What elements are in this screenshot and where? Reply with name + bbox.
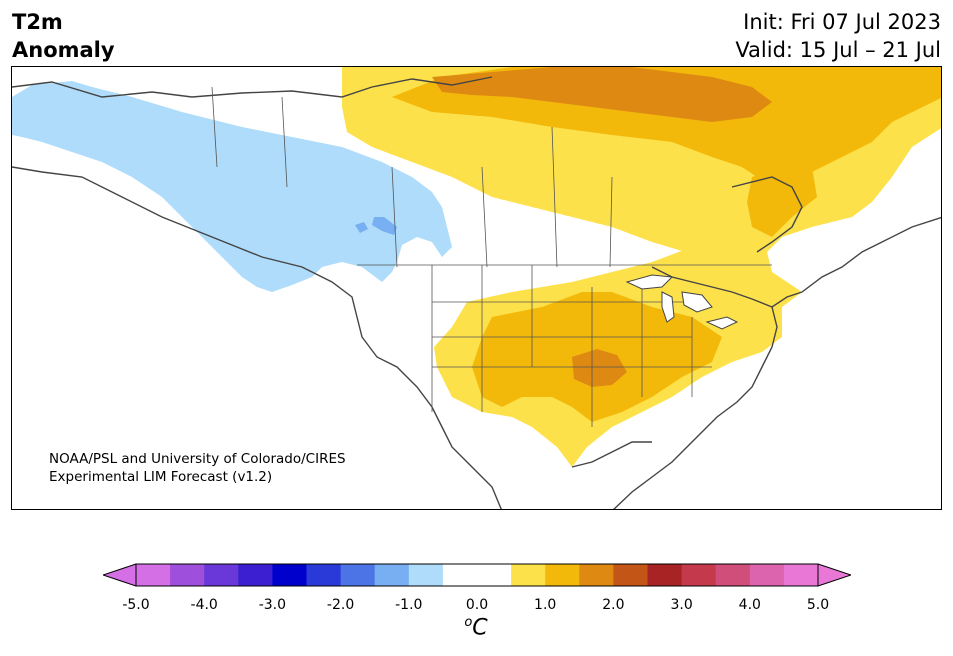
colorbar-extend-high [818, 564, 851, 586]
colorbar-segment [408, 564, 444, 586]
colorbar-segment [136, 564, 171, 586]
colorbar-segment [681, 564, 717, 586]
credit-text: NOAA/PSL and University of Colorado/CIRE… [49, 450, 346, 486]
colorbar-segment [511, 564, 546, 586]
forecast-dates: Init: Fri 07 Jul 2023 Valid: 15 Jul – 21… [735, 8, 941, 64]
coastlines [12, 76, 941, 509]
colorbar-tick-label: -1.0 [395, 597, 423, 613]
colorbar-tick-label: 2.0 [602, 597, 625, 613]
colorbar-segment [647, 564, 683, 586]
colorbar-segment [170, 564, 205, 586]
map-title: T2m Anomaly [12, 8, 115, 64]
colorbar-tick-label: -2.0 [326, 597, 355, 613]
credit-line-1: NOAA/PSL and University of Colorado/CIRE… [49, 451, 346, 467]
valid-date: Valid: 15 Jul – 21 Jul [735, 38, 941, 62]
colorbar-segment [477, 564, 512, 586]
unit-degree: o [464, 615, 473, 630]
orange-anomaly-central [572, 349, 627, 387]
colorbar-segment [204, 564, 239, 586]
colorbar-segment [579, 564, 614, 586]
colorbar-tick-label: 5.0 [806, 597, 830, 613]
colorbar-tick-label: 1.0 [534, 597, 557, 613]
credit-line-2: Experimental LIM Forecast (v1.2) [49, 469, 273, 485]
colorbar-tick-label: 0.0 [465, 597, 489, 613]
colorbar-border [135, 563, 819, 587]
anomaly-map [12, 67, 941, 509]
cold-anomaly-core [372, 217, 397, 235]
colorbar-segment [442, 564, 478, 586]
colorbar-segment [272, 564, 307, 586]
colorbar-tick-label: -5.0 [122, 597, 150, 613]
colorbar-segment [238, 564, 273, 586]
colorbar-tick-label: -3.0 [258, 597, 287, 613]
init-date: Init: Fri 07 Jul 2023 [743, 10, 941, 34]
cold-anomaly-spot [355, 222, 368, 233]
map-panel: NOAA/PSL and University of Colorado/CIRE… [11, 66, 942, 510]
colorbar-segments [136, 564, 819, 586]
colorbar-tick-label: 4.0 [738, 597, 761, 613]
colorbar-extend-low [103, 564, 136, 586]
colorbar [103, 563, 851, 587]
colorbar-segment [783, 564, 819, 586]
colorbar-segment [306, 564, 342, 586]
great-lakes [625, 274, 739, 330]
colorbar-segment [374, 564, 410, 586]
colorbar-tick-label: -4.0 [190, 597, 218, 613]
colorbar-tick-label: 3.0 [670, 597, 693, 613]
colorbar-segment [340, 564, 376, 586]
gold-anomaly-east [747, 162, 817, 237]
colorbar-segment [715, 564, 751, 586]
title-line-1: T2m [12, 10, 63, 34]
orange-anomaly-north [432, 67, 772, 122]
colorbar-unit-label: oC [464, 615, 487, 640]
unit-letter: C [472, 615, 488, 641]
colorbar-segment [545, 564, 580, 586]
colorbar-segment [613, 564, 648, 586]
cold-anomaly-area [12, 81, 452, 292]
political-borders [211, 86, 772, 427]
title-line-2: Anomaly [12, 38, 115, 62]
colorbar-segment [749, 564, 785, 586]
